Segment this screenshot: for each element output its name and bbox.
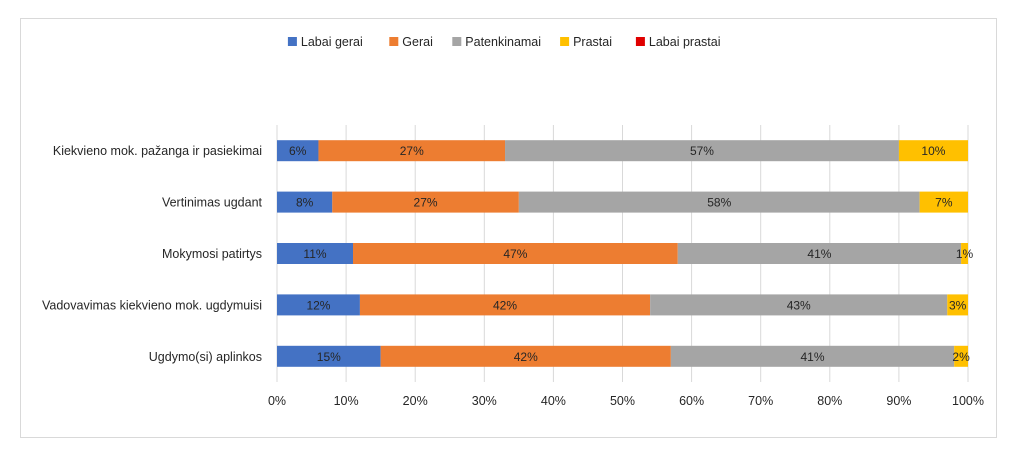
legend-swatch — [287, 37, 297, 46]
bar-segment — [277, 191, 333, 213]
legend-label: Labai prastai — [649, 35, 721, 49]
x-tick-label: 50% — [610, 394, 635, 408]
data-label: 8% — [296, 196, 314, 210]
bar-segment — [505, 140, 899, 162]
x-tick-label: 80% — [817, 394, 842, 408]
bar-segment — [954, 345, 968, 367]
data-label: 57% — [690, 144, 714, 158]
data-label: 42% — [493, 298, 517, 312]
bar-segment — [650, 294, 948, 316]
data-label: 7% — [935, 196, 953, 210]
legend-swatch — [560, 37, 570, 46]
x-tick-label: 0% — [268, 394, 286, 408]
data-label: 10% — [921, 144, 945, 158]
data-label: 2% — [952, 350, 970, 364]
category-label: Mokymosi patirtys — [162, 247, 262, 261]
x-tick-label: 60% — [679, 394, 704, 408]
data-label: 11% — [303, 247, 326, 261]
data-label: 47% — [503, 247, 527, 261]
data-label: 41% — [807, 247, 831, 261]
legend-label: Labai gerai — [301, 35, 363, 49]
data-labels: 6% 27% 57% 10% 8% 27% 58% 7% 11% 47% 41% 1% 12% 42% 43… — [289, 144, 973, 364]
bar-segment — [670, 345, 955, 367]
bar-segment — [332, 191, 519, 213]
bar-segment — [277, 140, 319, 162]
category-label: Vertinimas ugdant — [162, 196, 263, 210]
data-label: 1% — [956, 247, 974, 261]
bar-segment — [677, 243, 962, 264]
legend: Labai gerai Gerai Patenkinamai Prastai Labai… — [287, 35, 721, 49]
x-tick-label: 10% — [334, 394, 359, 408]
data-label: 6% — [289, 144, 307, 158]
category-label: Ugdymo(si) aplinkos — [149, 350, 262, 364]
data-label: 3% — [949, 298, 967, 312]
legend-swatch — [389, 37, 399, 46]
bar-segment — [277, 294, 360, 316]
x-tick-label: 30% — [472, 394, 497, 408]
x-tick-label: 40% — [541, 394, 566, 408]
bar-segment — [961, 243, 968, 264]
bar-segment — [947, 294, 968, 316]
data-label: 42% — [514, 350, 538, 364]
data-label: 12% — [306, 298, 330, 312]
data-label: 43% — [787, 298, 811, 312]
bar-series — [277, 140, 968, 367]
data-label: 27% — [400, 144, 424, 158]
bar-segment — [277, 243, 354, 264]
category-label: Kiekvieno mok. pažanga ir pasiekimai — [53, 144, 262, 158]
data-label: 27% — [414, 196, 438, 210]
bar-segment — [518, 191, 920, 213]
bar-segment — [898, 140, 968, 162]
x-tick-label: 20% — [403, 394, 428, 408]
bar-segment — [919, 191, 968, 213]
data-label: 41% — [801, 350, 825, 364]
legend-item: Gerai — [389, 35, 433, 49]
legend-swatch — [452, 37, 462, 46]
legend-item: Patenkinamai — [452, 35, 541, 49]
category-label: Vadovavimas kiekvieno mok. ugdymuisi — [42, 298, 262, 312]
bar-segment — [277, 345, 381, 367]
legend-item: Labai gerai — [287, 35, 363, 49]
legend-item: Prastai — [560, 35, 612, 49]
legend-swatch — [635, 37, 645, 46]
x-axis-tick-labels: 0% 10% 20% 30% 40% 50% 60% 70% 80% 90% 100% — [268, 394, 984, 408]
bar-segment — [353, 243, 678, 264]
legend-item: Labai prastai — [635, 35, 721, 49]
data-label: 15% — [317, 350, 341, 364]
x-tick-label: 100% — [952, 394, 984, 408]
x-tick-label: 70% — [748, 394, 773, 408]
bar-segment — [380, 345, 671, 367]
category-labels: Kiekvieno mok. pažanga ir pasiekimai Vert… — [42, 144, 263, 364]
legend-label: Gerai — [402, 35, 433, 49]
x-tick-label: 90% — [886, 394, 911, 408]
bar-segment — [318, 140, 506, 162]
chart-frame — [20, 18, 997, 438]
legend-label: Patenkinamai — [465, 35, 541, 49]
bar-segment — [359, 294, 651, 316]
data-label: 58% — [707, 196, 731, 210]
legend-label: Prastai — [573, 35, 612, 49]
